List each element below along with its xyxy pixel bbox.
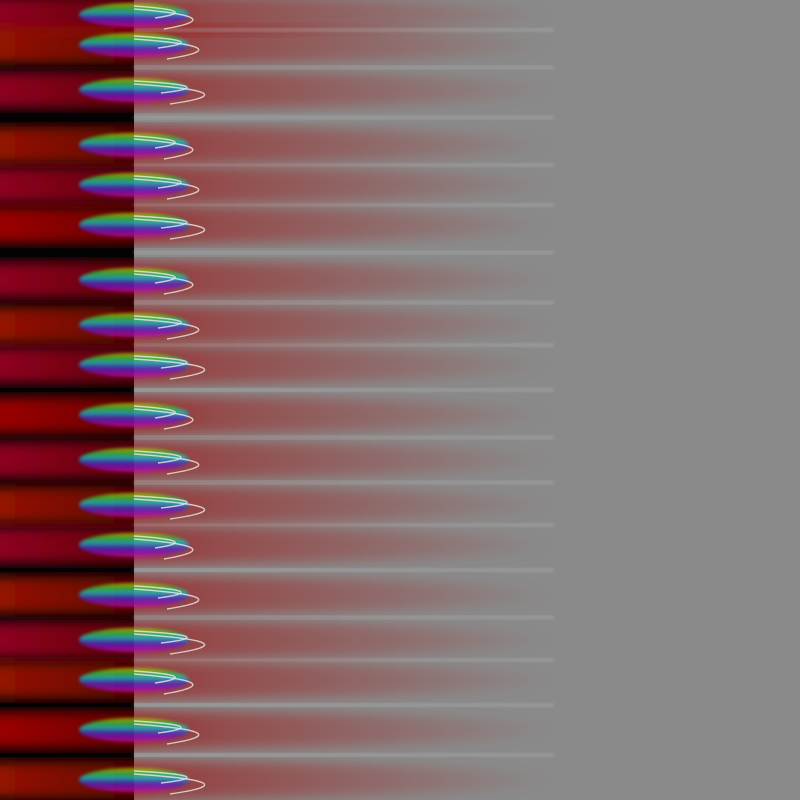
contour-line: [133, 270, 176, 284]
band-seam: [134, 703, 554, 707]
contour-line: [133, 770, 188, 784]
contour-line: [133, 135, 176, 149]
contour-lines-layer: [133, 5, 206, 795]
contour-line: [133, 35, 182, 49]
rainbow-edge-layer: [79, 3, 189, 792]
contour-line: [133, 138, 194, 160]
contour-line: [133, 8, 194, 30]
rainbow-cluster-10: [79, 448, 189, 472]
band-seam: [134, 343, 554, 347]
band-seam: [134, 435, 554, 440]
contour-line: [133, 315, 182, 329]
band-seam: [134, 568, 554, 572]
contour-line: [133, 175, 182, 189]
contour-line: [133, 723, 200, 745]
band-seam: [134, 300, 554, 305]
band-seam: [134, 28, 554, 32]
contour-line: [133, 358, 206, 380]
contour-line: [133, 450, 182, 464]
contour-line: [133, 80, 188, 94]
contour-line: [133, 538, 194, 560]
contour-line: [133, 633, 206, 655]
band-seam: [134, 615, 554, 620]
contour-line: [133, 495, 188, 509]
band-seam: [134, 163, 554, 167]
contour-line: [133, 355, 188, 369]
band-seam: [134, 480, 554, 485]
band-seam: [134, 65, 554, 70]
contour-line: [133, 498, 206, 520]
band-seam: [134, 658, 554, 662]
contour-line: [133, 5, 176, 19]
contour-line: [133, 453, 200, 475]
contour-line: [133, 218, 206, 240]
contour-line: [133, 38, 200, 60]
band-seam: [134, 115, 554, 120]
rainbow-cluster-17: [79, 768, 189, 792]
contour-line: [133, 588, 200, 610]
rainbow-cluster-2: [79, 78, 189, 102]
contour-line: [133, 215, 188, 229]
band-seam: [134, 753, 554, 757]
band-seam: [134, 388, 554, 392]
band-seam: [134, 250, 554, 255]
contour-line: [133, 405, 176, 419]
contour-line: [133, 318, 200, 340]
contour-line: [133, 585, 182, 599]
contour-line: [133, 273, 194, 295]
rainbow-cluster-1: [79, 33, 189, 57]
band-seam: [134, 523, 554, 527]
contour-line: [133, 83, 206, 105]
contour-line: [133, 178, 200, 200]
rainbow-cluster-14: [79, 628, 189, 652]
rainbow-cluster-8: [79, 353, 189, 377]
contour-line: [133, 673, 194, 695]
contour-line: [133, 408, 194, 430]
contour-line: [133, 630, 188, 644]
contour-line: [133, 720, 182, 734]
rainbow-cluster-5: [79, 213, 189, 237]
band-seam: [134, 203, 554, 207]
contour-line: [133, 773, 206, 795]
rainbow-cluster-11: [79, 493, 189, 517]
contour-line: [133, 535, 176, 549]
rainbow-cluster-16: [79, 718, 189, 742]
rainbow-cluster-7: [79, 313, 189, 337]
rainbow-cluster-4: [79, 173, 189, 197]
rainbow-cluster-13: [79, 583, 189, 607]
contour-line: [133, 670, 176, 684]
